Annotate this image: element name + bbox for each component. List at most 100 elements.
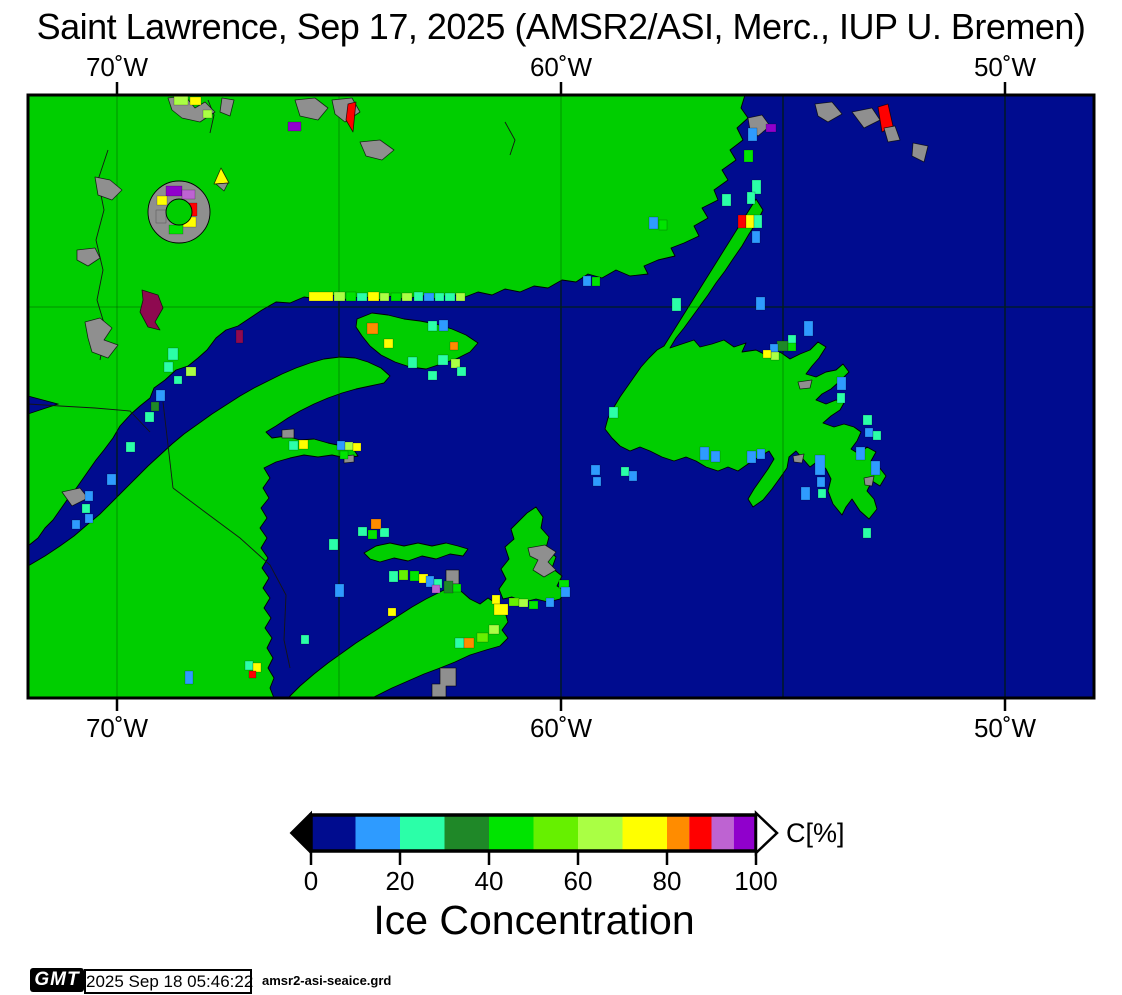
top-lon-label: 60˚W [529,52,593,82]
ice-pixel [383,338,394,349]
grey-patch [281,428,295,439]
ice-pixel [745,214,755,229]
ice-pixel [450,358,461,369]
colorbar-segment [355,815,400,851]
land-nova-scotia [287,585,509,699]
ice-pixel [864,427,874,438]
ice-pixel [488,624,500,635]
river [207,99,215,134]
ice-pixel [379,527,390,538]
ice-pixel [560,586,571,598]
ice-pixel [150,401,160,412]
colorbar-unit-label: C[%] [786,818,845,848]
ice-pixel [816,476,826,488]
river [504,121,516,156]
ice-pixel [184,670,194,685]
ice-pixel [751,230,761,244]
border [172,487,291,669]
ice-pixel [367,529,378,540]
ice-pixel [367,291,380,302]
ice-pixel [356,292,368,302]
ice-pixel [370,518,382,530]
ice-pixel [455,292,466,302]
ice-pixel [345,291,357,302]
ice-pixel [770,351,780,361]
ice-pixel [746,191,756,205]
ice-pixel [628,470,638,482]
ice-pixel [300,634,310,645]
ice-pixel [334,583,345,598]
ice-pixel [333,291,346,302]
ice-pixel [743,149,754,163]
ice-pixel [202,109,213,119]
ice-pixel [427,370,438,381]
bottom-lon-label: 60˚W [529,713,593,743]
colorbar-segment [444,815,489,851]
ice-pixel [366,322,379,335]
ice-pixel [427,320,438,332]
colorbar-segment [311,815,356,851]
ice-pixel [855,446,866,461]
ice-pixel [449,341,459,351]
ice-pixel [590,464,601,476]
ice-pixel [454,637,465,649]
lake [76,247,101,267]
ice-pixel [173,95,189,106]
ice-pixel [721,193,732,207]
grey-island [911,142,929,163]
ice-pixel [168,224,184,235]
colorbar-tick-label: 100 [734,866,778,896]
bottom-lon-label: 70˚W [85,713,149,743]
colorbar-segment [400,815,445,851]
top-lon-label: 50˚W [973,52,1037,82]
ice-pixel [545,597,555,608]
ice-pixel [167,347,179,361]
ice-pixel [456,366,467,377]
lake-sliver [215,182,229,192]
ice-pixel [762,349,772,359]
lake [94,176,123,201]
ice-pixel [620,466,630,477]
ice-pixel [344,441,354,451]
ice-pixel [357,526,368,537]
colorbar-tick-label: 80 [652,866,682,896]
ice-pixel [443,580,454,594]
ice-pixel [409,570,420,582]
ice-pixel [352,442,362,452]
lake [359,139,395,161]
ice-pixel [287,121,302,132]
ice-pixel [244,660,254,671]
colorbar-segment [667,815,690,851]
lake [219,97,235,117]
colorbar-segment [489,815,534,851]
ice-pixel [189,96,202,106]
ice-pixel [746,450,757,464]
grid-filename: amsr2-asi-seaice.grd [262,973,392,988]
ice-pixel [155,389,166,402]
colorbar-left-arrow [289,810,312,856]
bottom-lon-label: 50˚W [973,713,1037,743]
colorbar-segment [533,815,578,851]
ice-pixel [710,450,721,463]
ice-pixel [518,598,529,608]
colorbar-segment [733,815,756,851]
ice-pixel [379,292,390,302]
ice-pixel [173,375,183,385]
ice-pixel [235,329,244,344]
grey-lake-nfld [863,475,875,487]
ice-pixel [528,600,539,610]
ice-pixel [84,513,94,524]
saguenay-river [27,403,151,433]
ice-pixel [755,296,766,311]
ice-pixel [252,662,262,673]
border [162,401,174,489]
ice-pixel [390,292,402,302]
gmt-logo: GMT [30,968,84,992]
ice-pixel [591,276,601,287]
ice-pixel [336,440,346,451]
colorbar-caption: Ice Concentration [373,897,695,943]
timestamp-box: 2025 Sep 18 05:46:22 [84,969,253,994]
ice-pixel [438,319,449,332]
